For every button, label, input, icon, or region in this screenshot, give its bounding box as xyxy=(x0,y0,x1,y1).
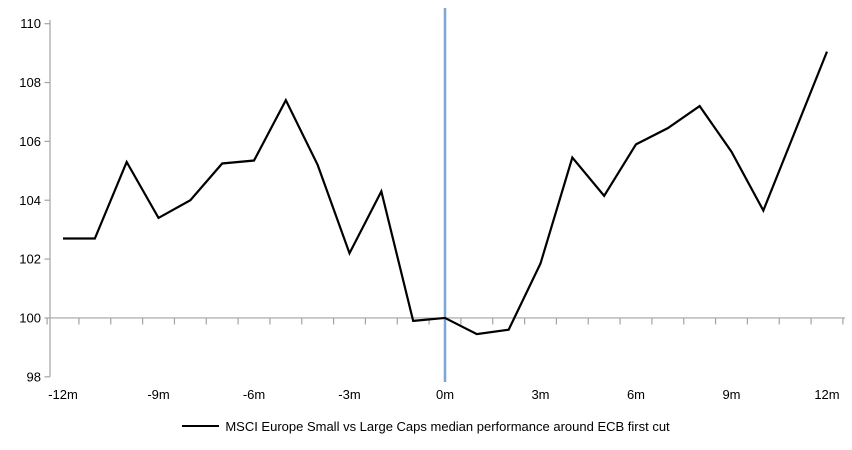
x-axis-tick-label: 0m xyxy=(436,387,454,402)
x-axis-tick-label: -12m xyxy=(48,387,78,402)
legend-label: MSCI Europe Small vs Large Caps median p… xyxy=(225,418,670,434)
x-axis-tick-label: -6m xyxy=(243,387,265,402)
x-axis-tick-label: 12m xyxy=(814,387,839,402)
x-axis-tick-label: -3m xyxy=(338,387,360,402)
y-axis-tick-label: 100 xyxy=(19,310,41,325)
x-axis-tick-label: 6m xyxy=(627,387,645,402)
x-axis-tick-label: 9m xyxy=(722,387,740,402)
chart-legend: MSCI Europe Small vs Large Caps median p… xyxy=(0,417,852,435)
y-axis-tick-label: 104 xyxy=(19,193,41,208)
y-axis-tick-label: 110 xyxy=(20,16,41,31)
y-axis-tick-label: 102 xyxy=(19,252,41,267)
legend-line-sample xyxy=(182,425,220,427)
y-axis-tick-label: 106 xyxy=(19,134,41,149)
y-axis-tick-label: 98 xyxy=(27,369,41,384)
x-axis-tick-label: 3m xyxy=(531,387,549,402)
y-axis-tick-label: 108 xyxy=(19,75,41,90)
x-axis-tick-label: -9m xyxy=(147,387,169,402)
series-line xyxy=(63,51,829,336)
